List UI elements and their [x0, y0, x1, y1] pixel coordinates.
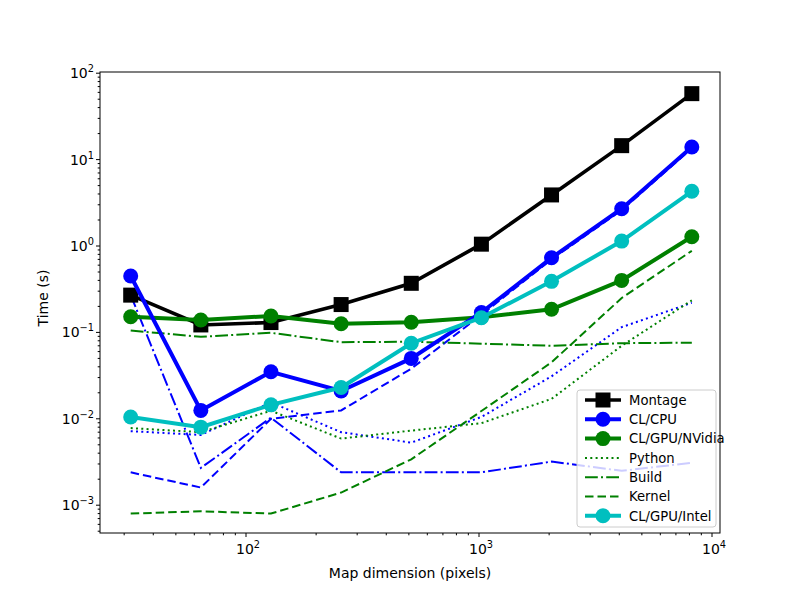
- marker-cl_gpu_intel: [123, 409, 138, 424]
- legend-marker-montage: [596, 393, 611, 408]
- legend-marker-cl_cpu: [596, 412, 611, 427]
- marker-cl_gpu_nvidia: [123, 309, 138, 324]
- legend-label-build_gpu: Build: [629, 470, 662, 485]
- y-axis-label: Time (s): [35, 270, 51, 328]
- marker-cl_gpu_intel: [544, 274, 559, 289]
- legend-marker-cl_gpu_intel: [596, 508, 611, 523]
- marker-cl_gpu_intel: [334, 380, 349, 395]
- marker-cl_gpu_intel: [404, 336, 419, 351]
- marker-montage: [474, 237, 489, 252]
- marker-cl_cpu: [404, 351, 419, 366]
- marker-cl_gpu_nvidia: [193, 313, 208, 328]
- chart-svg: 10210310410−310−210−1100101102Map dimens…: [0, 0, 800, 600]
- marker-cl_gpu_nvidia: [334, 316, 349, 331]
- marker-cl_gpu_intel: [614, 234, 629, 249]
- x-axis-label: Map dimension (pixels): [329, 565, 491, 581]
- marker-cl_cpu: [263, 364, 278, 379]
- marker-cl_cpu: [614, 201, 629, 216]
- legend: Montage CL/CPU CL/GPU/NVidia Python Build Ker…: [577, 390, 725, 527]
- marker-cl_gpu_intel: [263, 397, 278, 412]
- marker-cl_gpu_intel: [474, 310, 489, 325]
- marker-cl_gpu_nvidia: [614, 273, 629, 288]
- marker-cl_cpu: [193, 403, 208, 418]
- marker-cl_gpu_nvidia: [684, 229, 699, 244]
- marker-montage: [614, 138, 629, 153]
- legend-label-cl_gpu_nvidia: CL/GPU/NVidia: [629, 431, 725, 446]
- legend-label-python_gpu: Python: [629, 451, 675, 466]
- marker-montage: [404, 276, 419, 291]
- marker-cl_gpu_nvidia: [404, 315, 419, 330]
- marker-montage: [684, 86, 699, 101]
- legend-label-cl_gpu_intel: CL/GPU/Intel: [629, 509, 711, 524]
- legend-label-montage: Montage: [629, 393, 687, 408]
- marker-cl_gpu_intel: [193, 420, 208, 435]
- marker-cl_cpu: [544, 250, 559, 265]
- marker-cl_cpu: [684, 139, 699, 154]
- marker-cl_gpu_intel: [684, 184, 699, 199]
- marker-cl_gpu_nvidia: [544, 302, 559, 317]
- chart-figure: 10210310410−310−210−1100101102Map dimens…: [0, 0, 800, 600]
- marker-montage: [334, 297, 349, 312]
- marker-montage: [544, 187, 559, 202]
- legend-marker-cl_gpu_nvidia: [596, 431, 611, 446]
- marker-cl_cpu: [123, 268, 138, 283]
- legend-label-kernel_gpu: Kernel: [629, 489, 670, 504]
- legend-label-cl_cpu: CL/CPU: [629, 412, 677, 427]
- marker-cl_gpu_nvidia: [263, 308, 278, 323]
